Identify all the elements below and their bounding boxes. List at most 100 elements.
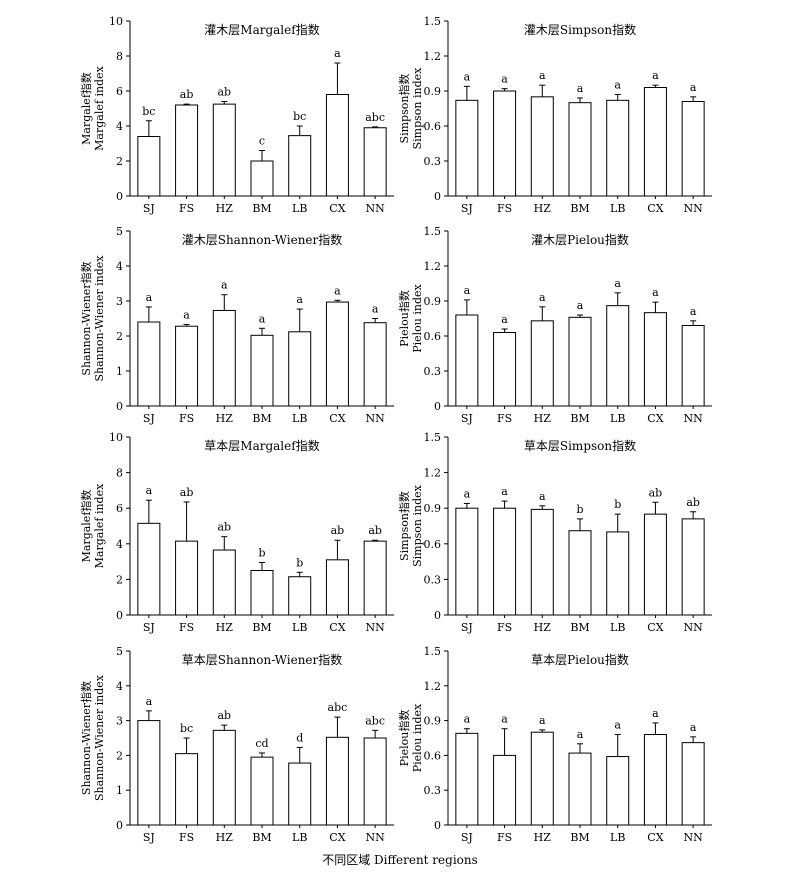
bar xyxy=(325,736,349,826)
bar xyxy=(493,332,517,407)
y-tick-label: 3 xyxy=(116,715,123,728)
y-tick-label: 2 xyxy=(116,749,123,762)
y-axis-title: Simpson指数 xyxy=(397,491,411,561)
significance-letter: bc xyxy=(142,105,155,118)
x-tick-label: LB xyxy=(610,621,625,634)
panel-title: 灌木层Margalef指数 xyxy=(204,22,319,37)
y-tick-label: 5 xyxy=(116,645,123,658)
significance-letter: ab xyxy=(686,496,700,509)
significance-letter: a xyxy=(539,490,546,503)
bar xyxy=(568,752,592,826)
significance-letter: a xyxy=(577,82,584,95)
bar xyxy=(250,334,274,407)
x-tick-label: BM xyxy=(252,202,271,215)
bar xyxy=(137,321,161,407)
y-tick-label: 4 xyxy=(116,680,123,693)
bar xyxy=(643,312,667,407)
bar xyxy=(212,729,236,826)
x-tick-label: FS xyxy=(179,621,194,634)
bar xyxy=(325,301,349,407)
x-tick-label: SJ xyxy=(143,202,155,215)
bar xyxy=(137,522,161,616)
bar xyxy=(455,507,479,616)
significance-letter: a xyxy=(296,293,303,306)
x-tick-label: NN xyxy=(366,412,386,425)
significance-letter: a xyxy=(652,69,659,82)
significance-letter: a xyxy=(614,79,621,92)
bar xyxy=(455,314,479,407)
bar xyxy=(493,507,517,616)
bar xyxy=(530,731,554,826)
significance-letter: ab xyxy=(649,486,663,499)
significance-letter: a xyxy=(652,286,659,299)
chart-panel-6: 0 0.3 0.6 0.9 1.2 1.5 Simpson指数 Simpson index 草本… xyxy=(397,431,712,634)
significance-letter: ab xyxy=(217,86,231,99)
x-tick-label: CX xyxy=(329,621,345,634)
x-tick-label: SJ xyxy=(461,831,473,844)
x-tick-label: CX xyxy=(329,202,345,215)
x-tick-label: NN xyxy=(684,831,704,844)
x-tick-label: BM xyxy=(570,621,589,634)
chart-panel-2: 0 0.3 0.6 0.9 1.2 1.5 Simpson指数 Simpson index 灌木… xyxy=(397,15,712,215)
y-tick-label: 0.9 xyxy=(424,502,442,515)
x-tick-label: HZ xyxy=(534,831,552,844)
significance-letter: ab xyxy=(331,524,345,537)
significance-letter: cd xyxy=(255,737,268,750)
bar xyxy=(363,127,387,197)
y-axis-title: Shannon-Wiener index xyxy=(93,674,106,801)
bar xyxy=(175,753,199,826)
significance-letter: a xyxy=(577,728,584,741)
significance-letter: a xyxy=(539,69,546,82)
significance-letter: a xyxy=(501,713,508,726)
significance-letter: a xyxy=(259,312,266,325)
x-tick-label: FS xyxy=(497,412,512,425)
x-tick-label: BM xyxy=(570,202,589,215)
x-tick-label: BM xyxy=(570,831,589,844)
bar xyxy=(288,331,312,407)
bar xyxy=(288,576,312,616)
x-tick-label: HZ xyxy=(534,412,552,425)
y-axis-title: Pielou index xyxy=(411,283,424,352)
bar xyxy=(137,720,161,826)
x-tick-label: SJ xyxy=(461,202,473,215)
bar xyxy=(363,322,387,407)
x-tick-label: BM xyxy=(252,831,271,844)
x-tick-label: SJ xyxy=(143,831,155,844)
y-axis-title: Pielou指数 xyxy=(397,290,411,347)
x-tick-label: HZ xyxy=(534,202,552,215)
bar xyxy=(493,90,517,197)
bar xyxy=(643,734,667,826)
significance-letter: a xyxy=(577,299,584,312)
bar xyxy=(325,94,349,197)
y-tick-label: 8 xyxy=(116,50,123,63)
x-tick-label: NN xyxy=(366,831,386,844)
y-axis-title: Shannon-Wiener index xyxy=(93,255,106,382)
significance-letter: b xyxy=(296,556,303,569)
significance-letter: a xyxy=(501,485,508,498)
bar xyxy=(606,305,630,407)
bar xyxy=(568,316,592,407)
x-tick-label: LB xyxy=(610,202,625,215)
y-axis-title: Pielou index xyxy=(411,703,424,772)
chart-panel-7: 0 1 2 3 4 5 Shannon-Wiener指数 Shannon-Wiener ind… xyxy=(79,645,394,844)
x-tick-label: NN xyxy=(684,412,704,425)
y-tick-label: 0.3 xyxy=(424,784,442,797)
bar xyxy=(493,754,517,826)
y-tick-label: 0 xyxy=(434,400,441,413)
y-tick-label: 0 xyxy=(116,819,123,832)
significance-letter: a xyxy=(146,291,153,304)
bar xyxy=(212,549,236,616)
significance-letter: a xyxy=(690,81,697,94)
y-axis-title: Margalef指数 xyxy=(79,490,93,563)
significance-letter: c xyxy=(259,135,265,148)
x-tick-label: SJ xyxy=(143,621,155,634)
bar xyxy=(455,99,479,197)
significance-letter: a xyxy=(183,308,190,321)
bar xyxy=(606,756,630,826)
x-tick-label: FS xyxy=(179,831,194,844)
x-tick-label: FS xyxy=(497,202,512,215)
y-tick-label: 2 xyxy=(116,155,123,168)
bar xyxy=(530,96,554,197)
y-tick-label: 0 xyxy=(434,609,441,622)
significance-letter: a xyxy=(652,707,659,720)
